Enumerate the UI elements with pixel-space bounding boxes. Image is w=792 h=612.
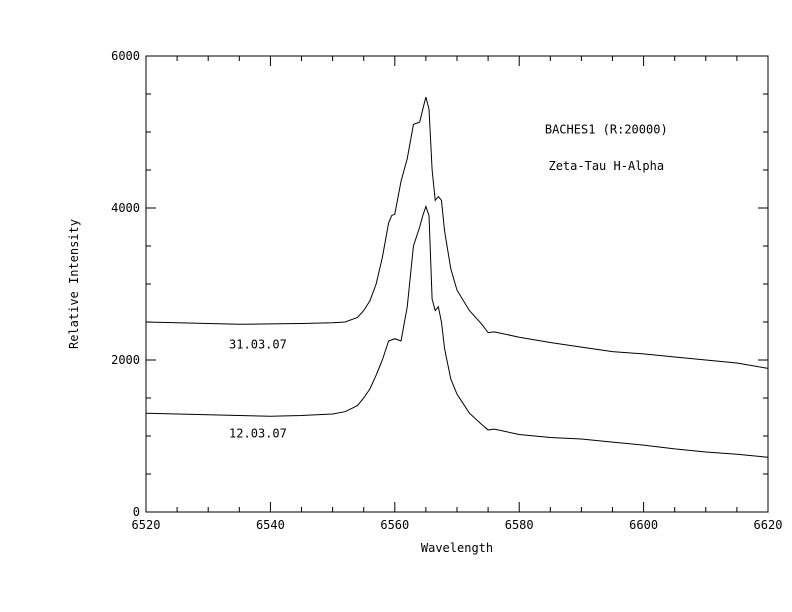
series-line-31-03-07 <box>145 96 769 369</box>
series-label: 12.03.07 <box>229 427 287 441</box>
y-axis-ticks <box>146 55 768 513</box>
annotations: BACHES1 (R:20000) Zeta-Tau H-Alpha <box>545 123 668 173</box>
plot-area-frame <box>145 55 769 513</box>
annotation-text: BACHES1 (R:20000) <box>545 123 668 137</box>
annotation-text: Zeta-Tau H-Alpha <box>548 159 664 173</box>
x-tick-label: 6620 <box>754 518 783 532</box>
y-tick-label: 0 <box>133 505 140 519</box>
x-tick-label: 6560 <box>380 518 409 532</box>
y-tick-label: 4000 <box>111 201 140 215</box>
y-axis-tick-labels: 0 2000 4000 6000 <box>111 49 140 519</box>
y-axis-label: Relative Intensity <box>67 219 81 349</box>
x-tick-label: 6600 <box>629 518 658 532</box>
series-line-12-03-07 <box>145 204 769 458</box>
x-axis-ticks <box>145 56 769 512</box>
x-axis-label: Wavelength <box>421 541 493 555</box>
series-lines: 31.03.07 12.03.07 <box>145 96 769 458</box>
x-axis-tick-labels: 6520 6540 6560 6580 6600 6620 <box>132 518 783 532</box>
x-tick-label: 6520 <box>132 518 161 532</box>
y-tick-label: 2000 <box>111 353 140 367</box>
x-tick-label: 6540 <box>256 518 285 532</box>
y-tick-label: 6000 <box>111 49 140 63</box>
x-tick-label: 6580 <box>505 518 534 532</box>
series-label: 31.03.07 <box>229 338 287 352</box>
